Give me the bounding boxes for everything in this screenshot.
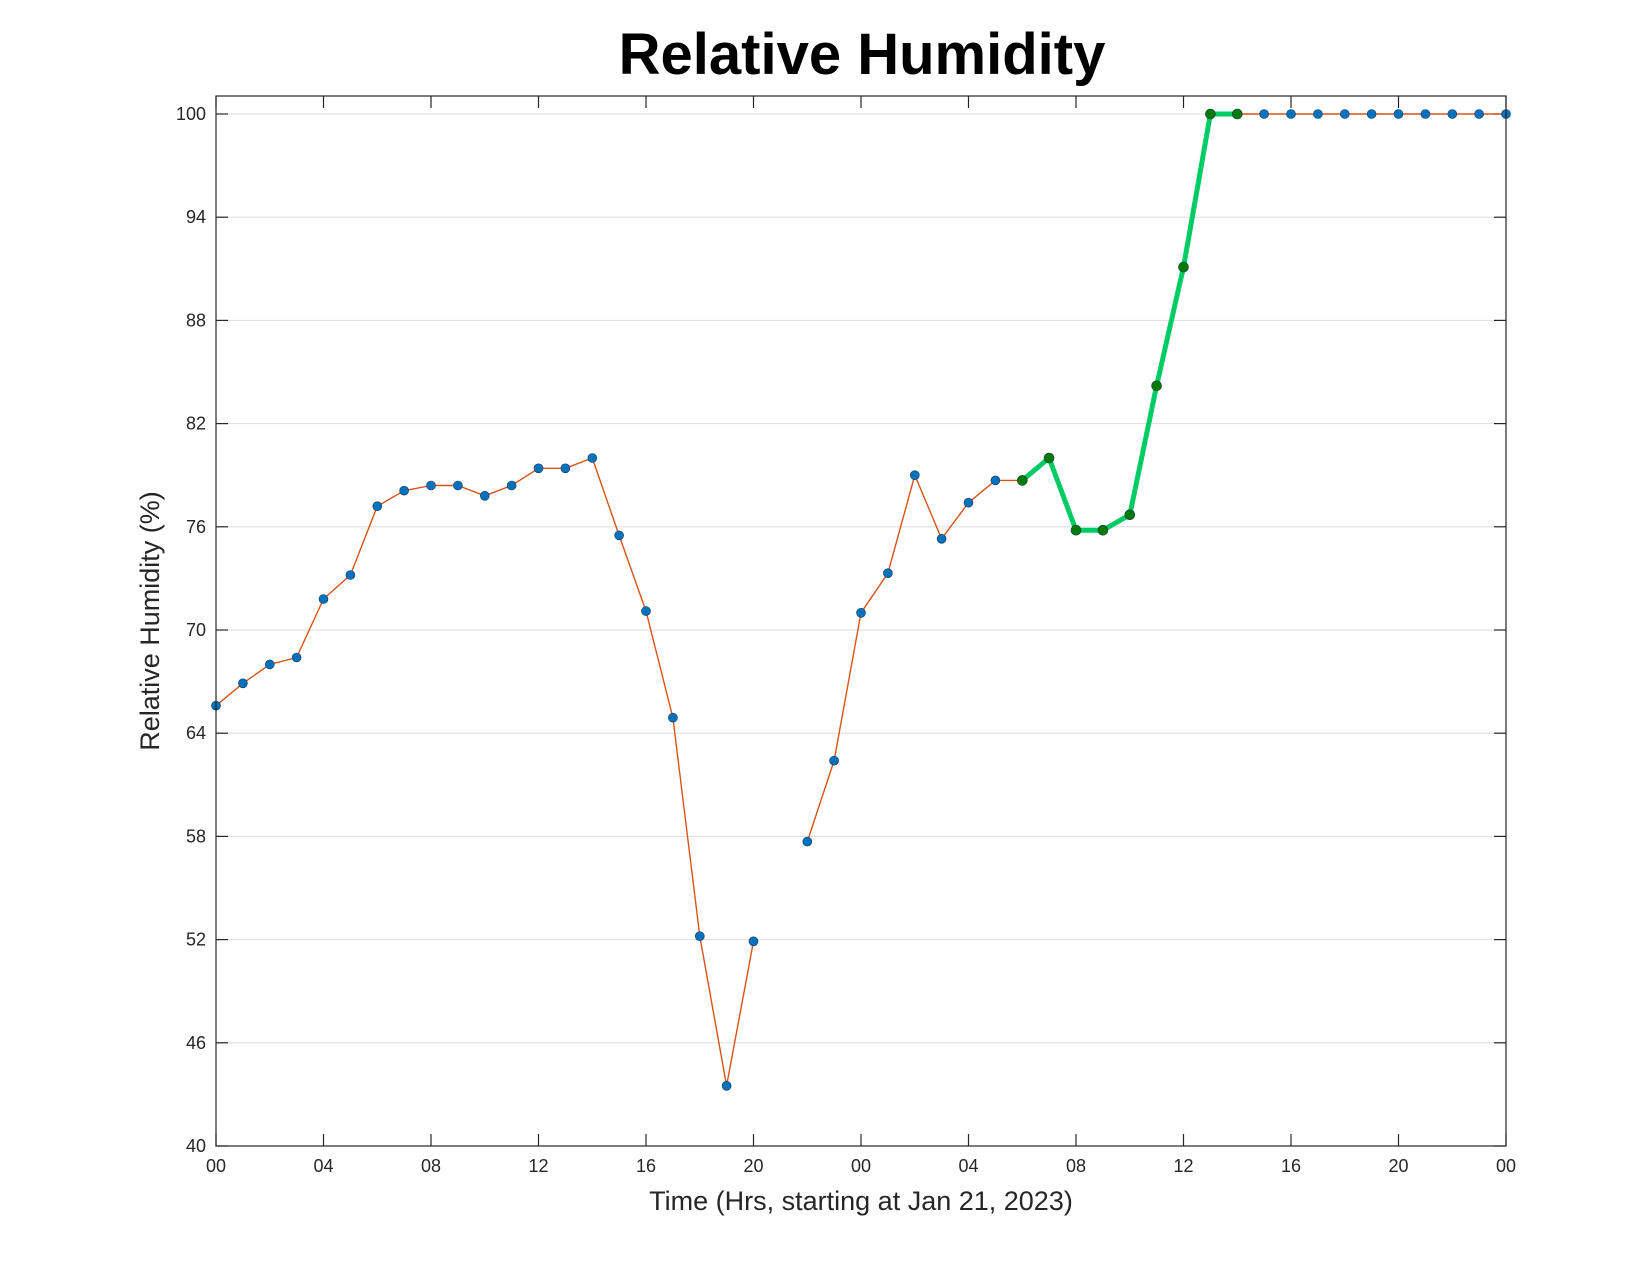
- humidity-data-point: [963, 497, 974, 508]
- x-tick-label: 20: [743, 1156, 763, 1176]
- humidity-series-line: [215, 457, 755, 1087]
- x-tick-label: 12: [528, 1156, 548, 1176]
- humidity-data-point: [694, 931, 705, 942]
- humidity-data-point: [641, 606, 651, 616]
- y-tick-label: 82: [186, 414, 206, 434]
- humidity-data-point: [909, 470, 920, 481]
- axis-ticks: [215, 96, 1507, 1147]
- x-tick-label: 08: [1066, 1156, 1086, 1176]
- humidity-data-point: [668, 712, 678, 723]
- y-tick-label: 70: [186, 620, 206, 640]
- x-tick-labels: 00 04 08 12 16 20 00 04 08 12 16 20 00: [206, 1156, 1516, 1176]
- humidity-data-point: [748, 936, 759, 947]
- highlight-data-point: [1070, 524, 1082, 536]
- humidity-data-point: [1393, 109, 1404, 119]
- x-tick-label: 04: [958, 1156, 978, 1176]
- y-tick-label: 88: [186, 310, 206, 330]
- chart-title: Relative Humidity: [619, 22, 1106, 87]
- x-tick-label: 12: [1173, 1156, 1193, 1176]
- y-tick-label: 76: [186, 517, 206, 537]
- humidity-data-point: [372, 501, 383, 512]
- x-tick-label: 00: [206, 1156, 226, 1176]
- humidity-data-point: [1420, 109, 1431, 119]
- humidity-data-point: [1286, 109, 1296, 119]
- humidity-data-point: [345, 570, 356, 580]
- x-tick-label: 20: [1388, 1156, 1408, 1176]
- humidity-data-point: [721, 1081, 732, 1091]
- grid-lines: [216, 113, 1506, 1147]
- humidity-data-point: [238, 678, 248, 689]
- humidity-data-point: [1340, 109, 1350, 119]
- y-tick-label: 46: [186, 1033, 206, 1053]
- x-tick-label: 00: [851, 1156, 871, 1176]
- humidity-data-point: [479, 490, 490, 501]
- x-tick-label: 16: [1281, 1156, 1301, 1176]
- humidity-data-point: [264, 659, 275, 670]
- highlight-data-point: [1043, 452, 1055, 464]
- data-series: [211, 108, 1511, 1091]
- humidity-data-point: [560, 463, 571, 474]
- y-tick-label: 58: [186, 826, 206, 846]
- y-tick-label: 94: [186, 207, 206, 227]
- humidity-data-point: [453, 480, 463, 491]
- plot-frame: [215, 95, 1507, 1147]
- highlight-data-point: [1178, 261, 1189, 273]
- humidity-data-point: [883, 568, 893, 579]
- highlight-data-point: [1097, 524, 1109, 536]
- humidity-data-point: [802, 836, 813, 847]
- highlight-data-point: [1232, 108, 1243, 120]
- x-tick-label: 04: [313, 1156, 333, 1176]
- humidity-data-point: [426, 480, 436, 491]
- x-axis-label: Time (Hrs, starting at Jan 21, 2023): [649, 1186, 1073, 1216]
- humidity-data-point: [533, 463, 544, 474]
- humidity-data-point: [856, 607, 866, 618]
- highlight-data-point: [1205, 108, 1216, 120]
- humidity-data-point: [1366, 109, 1377, 119]
- y-tick-label: 64: [186, 723, 206, 743]
- humidity-data-point: [506, 480, 517, 491]
- humidity-data-point: [1474, 109, 1484, 119]
- humidity-data-point: [291, 652, 302, 663]
- humidity-data-point: [318, 594, 329, 604]
- highlight-data-point: [1151, 380, 1162, 392]
- highlight-series-line: [1019, 111, 1240, 533]
- y-tick-label: 40: [186, 1136, 206, 1156]
- humidity-data-point: [990, 475, 1001, 486]
- x-tick-label: 08: [421, 1156, 441, 1176]
- y-tick-label: 52: [186, 930, 206, 950]
- humidity-data-point: [1259, 109, 1269, 119]
- highlight-data-point: [1124, 509, 1136, 521]
- humidity-data-point: [399, 485, 409, 496]
- humidity-data-point: [614, 530, 624, 541]
- humidity-data-point: [936, 533, 947, 544]
- humidity-data-point: [829, 755, 839, 766]
- y-tick-labels: 40 46 52 58 64 70 76 82 88 94 100: [176, 104, 206, 1156]
- humidity-data-point: [587, 453, 598, 463]
- y-axis-label: Relative Humidity (%): [135, 491, 165, 751]
- highlight-data-point: [1016, 475, 1028, 486]
- humidity-data-point: [1313, 109, 1323, 119]
- humidity-data-point: [1447, 109, 1458, 119]
- x-tick-label: 00: [1496, 1156, 1516, 1176]
- y-tick-label: 100: [176, 104, 206, 124]
- x-tick-label: 16: [636, 1156, 656, 1176]
